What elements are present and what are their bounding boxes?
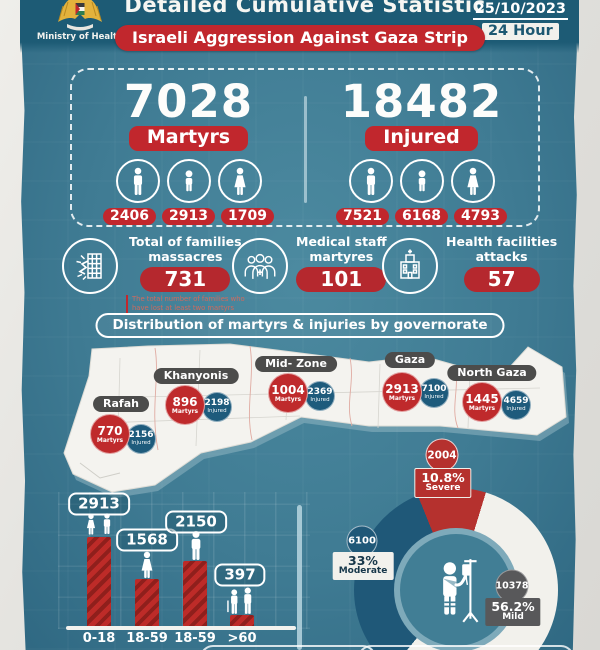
bar-age-18-59-female: [135, 578, 159, 627]
destroyed-building-icon: [62, 238, 118, 294]
ministry-name: Ministry of Health: [36, 32, 124, 42]
injured-demographic-values: 7521 6168 4793: [305, 208, 538, 226]
region-name-khanyonis: Khanyonis: [153, 368, 239, 384]
martyrs-summary: 7028 Martyrs 2406 2913 1709: [72, 75, 305, 226]
injured-women-count: 4793: [453, 208, 507, 226]
hospital-icon: [382, 238, 438, 294]
midzone-martyrs-badge: 1004 Martyrs: [268, 373, 308, 413]
medical-staff-icon: [232, 238, 288, 294]
date-block: 25/10/2023 24 Hour: [472, 1, 568, 40]
bar-age-over-60: [230, 614, 254, 627]
bottom-section-divider: [297, 505, 302, 650]
indicator-label: Medical staff: [296, 234, 387, 249]
footer-label-outline-left: [200, 645, 376, 650]
northgaza-martyrs-badge: 1445 Martyrs: [462, 382, 502, 422]
man-icon: [348, 159, 393, 204]
ministry-logo: Ministry of Health: [30, 0, 130, 42]
subject-banner: Israeli Aggression Against Gaza Strip: [115, 25, 485, 51]
region-name-rafah: Rafah: [93, 396, 149, 412]
injured-patient-icon: [425, 554, 487, 626]
khanyonis-injured-badge: 2198 Injured: [202, 392, 232, 422]
axis-label: >60: [227, 631, 257, 646]
families-massacres-value: 731: [140, 267, 231, 292]
child-icon: [399, 159, 444, 204]
moderate-label-box: 33% Moderate: [332, 552, 394, 580]
region-name-gaza: Gaza: [384, 352, 436, 368]
indicator-label: Health facilities: [446, 234, 558, 249]
gaza-injured-badge: 7100 Injured: [419, 378, 449, 408]
woman-icon: [138, 551, 157, 579]
families-massacres-indicator: Total of families massacres 731 The tota…: [62, 234, 245, 313]
rafah-martyrs-badge: 770 Martyrs: [90, 414, 130, 454]
man-icon: [115, 159, 160, 204]
footer-label-outline-right: [358, 645, 574, 650]
injured-summary: 18482 Injured 7521 6168 4793: [305, 75, 538, 226]
injured-total: 18482: [340, 75, 503, 128]
injured-demographics-icons: [305, 159, 538, 204]
medical-staff-text: Medical staff martyres 101: [296, 234, 387, 292]
families-massacres-text: Total of families massacres 731 The tota…: [126, 234, 245, 313]
region-name-northgaza: North Gaza: [447, 365, 537, 381]
northgaza-injured-badge: 4659 Injured: [501, 390, 531, 420]
medical-staff-value: 101: [296, 267, 387, 292]
bar-chart-baseline: [66, 626, 296, 630]
martyrs-men-count: 2406: [103, 208, 157, 226]
elderly-couple-icon: [224, 586, 258, 615]
injured-label: Injured: [365, 126, 478, 152]
eagle-emblem-icon: [30, 0, 130, 34]
health-facilities-indicator: Health facilities attacks 57: [382, 234, 557, 294]
injured-men-count: 7521: [336, 208, 390, 226]
severe-count-badge: 2004: [425, 438, 459, 472]
midzone-injured-badge: 2369 Injured: [305, 381, 335, 411]
mild-count-badge: 10378: [495, 569, 529, 603]
bar-value-label: 2150: [165, 510, 227, 534]
families-massacres-note: The total number of families who have lo…: [126, 295, 245, 313]
woman-icon: [450, 159, 495, 204]
period-badge: 24 Hour: [481, 23, 559, 40]
medical-staff-indicator: Medical staff martyres 101: [232, 234, 387, 294]
bar-age-18-59-male: [183, 560, 207, 627]
summary-divider: [303, 96, 307, 203]
mild-label-box: 56.2% Mild: [485, 598, 541, 626]
child-icon: [166, 159, 211, 204]
martyrs-demographics-icons: [72, 159, 305, 204]
axis-label: 18-59: [174, 631, 216, 646]
axis-label: 0-18: [82, 631, 116, 646]
martyrs-label: Martyrs: [128, 126, 249, 152]
summary-box: 7028 Martyrs 2406 2913 1709 18482: [70, 68, 540, 227]
martyrs-demographic-values: 2406 2913 1709: [72, 208, 305, 226]
khanyonis-martyrs-badge: 896 Martyrs: [165, 385, 205, 425]
health-facilities-value: 57: [463, 267, 540, 292]
gaza-martyrs-badge: 2913 Martyrs: [382, 372, 422, 412]
man-icon: [186, 530, 207, 561]
health-facilities-text: Health facilities attacks 57: [446, 234, 558, 292]
report-date: 25/10/2023: [472, 1, 568, 20]
severe-label-box: 10.8% Severe: [414, 468, 472, 498]
bar-value-label: 2913: [68, 492, 130, 516]
injured-children-count: 6168: [395, 208, 448, 226]
woman-icon: [217, 159, 262, 204]
poster-panel: [21, 0, 577, 650]
poster-title: Detailed Cumulative Statistic: [124, 0, 486, 17]
region-name-midzone: Mid- Zone: [255, 356, 337, 372]
bar-value-label: 1568: [116, 528, 178, 552]
axis-label: 18-59: [126, 631, 168, 646]
distribution-banner: Distribution of martyrs & injuries by go…: [95, 313, 505, 338]
indicator-label: Total of families: [129, 234, 242, 249]
bar-age-0-18: [87, 536, 111, 627]
bar-value-label: 397: [214, 563, 266, 587]
martyrs-total: 7028: [123, 75, 254, 128]
martyrs-women-count: 1709: [220, 208, 274, 226]
rafah-injured-badge: 2156 Injured: [126, 424, 156, 454]
martyrs-children-count: 2913: [162, 208, 215, 226]
